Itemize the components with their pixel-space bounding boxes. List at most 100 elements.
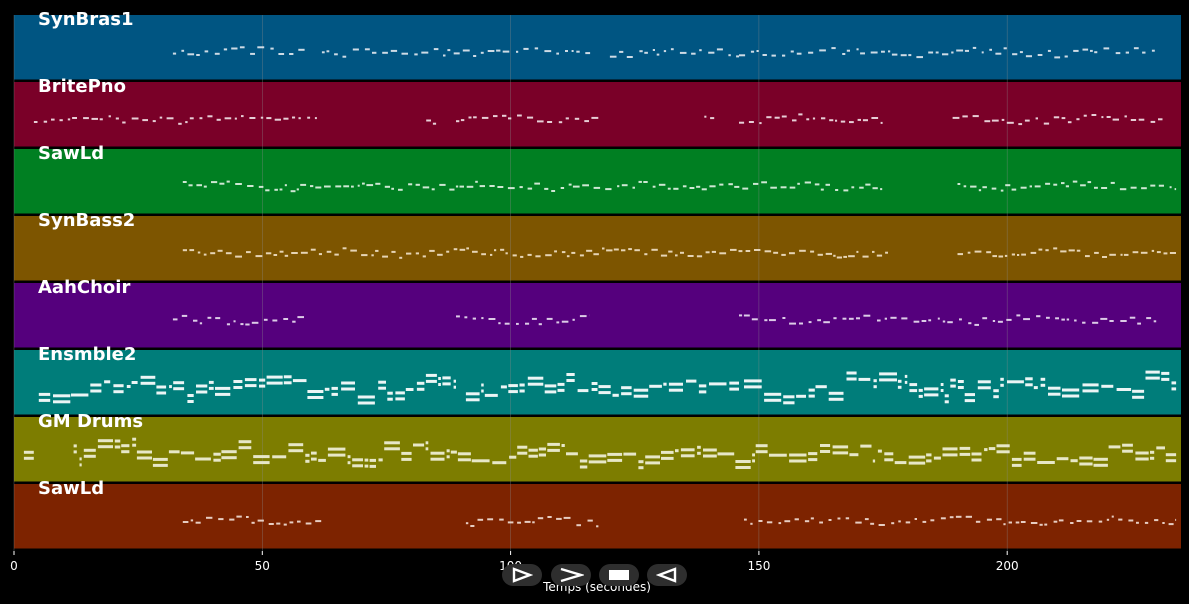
note [398,188,403,191]
note [1158,118,1163,121]
note [430,451,445,455]
note [617,185,620,188]
note [405,388,414,391]
note [283,375,292,379]
note [977,386,991,390]
note [1008,521,1012,524]
note [442,376,451,380]
note [764,392,782,396]
note [453,248,458,251]
note [38,398,51,402]
note [1021,253,1026,256]
note [831,47,836,50]
x-tick-label: 200 [996,559,1019,573]
note [806,118,810,121]
note [972,115,979,118]
note [894,461,907,465]
note [472,250,478,253]
note [1122,449,1133,453]
note [1053,520,1058,523]
note [574,117,580,120]
note [108,115,111,118]
rewind-button[interactable] [647,564,687,586]
note [1025,383,1033,387]
rewind-triangle-icon [656,567,677,583]
note [1005,184,1011,187]
note [1138,118,1145,121]
note [845,517,850,520]
note [1047,49,1051,52]
note [808,321,812,324]
forward-button[interactable] [551,564,591,586]
note [508,117,512,120]
note [1103,47,1110,50]
note [278,53,285,55]
note [292,320,296,323]
note [783,395,795,399]
note [558,121,563,124]
note [1132,395,1145,399]
note [391,250,396,253]
note [190,519,194,522]
note [214,52,220,55]
note [97,439,113,443]
stop-button[interactable] [599,564,639,586]
note [651,248,658,251]
note [318,458,326,462]
note [796,394,806,398]
note [697,451,701,455]
play-button[interactable] [502,564,542,586]
note [207,316,212,319]
note [729,387,739,391]
note [1094,51,1098,54]
note [517,521,521,524]
note [1023,457,1036,461]
note [253,461,270,465]
note [1034,185,1041,188]
note [942,320,946,323]
note [408,183,413,186]
note [871,117,879,119]
note [318,253,322,256]
note [1003,523,1006,526]
note [326,50,330,53]
note [679,51,687,54]
note [758,520,763,522]
note-marks [23,46,1177,528]
note [437,253,443,256]
note [1094,251,1099,254]
note [691,52,696,55]
note [832,445,849,449]
note [1083,114,1087,117]
note [221,456,237,460]
note [284,184,287,187]
note [1102,256,1107,258]
note [703,454,717,458]
note [996,444,1010,448]
track-notes [182,247,1176,259]
note [1004,254,1008,257]
track-notes [33,113,1163,126]
note [670,48,674,51]
note [270,47,274,50]
note [1090,49,1093,52]
note [199,322,203,325]
note [450,450,457,454]
note [928,319,932,322]
note [1079,456,1093,460]
note [324,387,330,391]
note [930,519,935,522]
note [843,189,849,192]
note [660,254,668,257]
note [1165,459,1177,463]
note [1056,457,1069,461]
note [571,50,574,52]
note [710,117,715,120]
note [159,116,163,119]
note [1110,181,1115,184]
note [755,444,768,448]
note [519,389,525,393]
note [621,392,632,396]
note [121,450,130,454]
note [375,182,381,185]
